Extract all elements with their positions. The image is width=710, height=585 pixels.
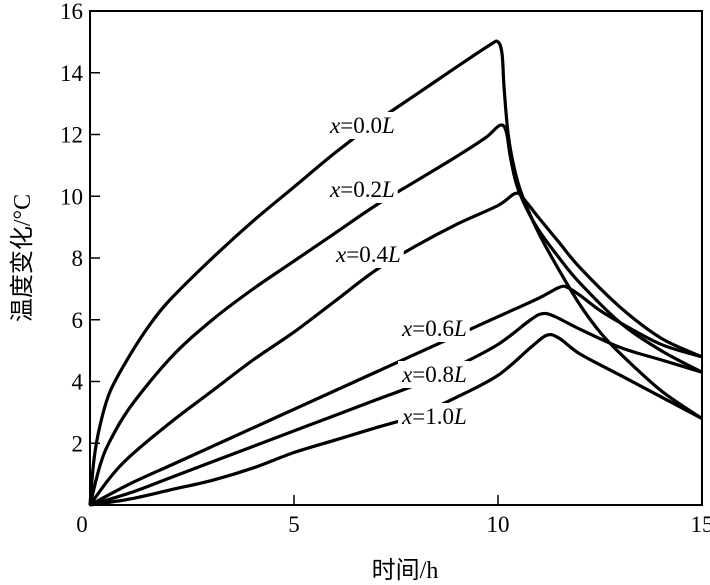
- y-tick-label: 8: [72, 246, 84, 271]
- x-axis-title: 时间/h: [372, 557, 439, 584]
- y-tick-label: 10: [60, 184, 83, 209]
- series-line-0: [88, 39, 703, 506]
- x-tick-label: 10: [487, 512, 510, 537]
- series-label-4: x=0.8L: [401, 362, 467, 387]
- y-tick-label: 6: [72, 308, 84, 333]
- series-line-4: [89, 311, 703, 507]
- label-gap: [326, 112, 398, 139]
- label-gap: [326, 176, 398, 203]
- label-gap: [398, 361, 470, 388]
- series-label-0: x=0.0L: [329, 113, 395, 138]
- series-layer: [88, 39, 703, 507]
- series-line-1: [88, 123, 703, 506]
- y-tick-label: 16: [60, 0, 83, 24]
- series-line-2: [88, 191, 703, 506]
- x-tick-label: 15: [691, 512, 710, 537]
- series-labels: x=0.0L x=0.2L x=0.4L x=0.6L x=0.8L x=1.0…: [326, 112, 470, 430]
- series-line-5: [89, 332, 703, 507]
- label-gap: [398, 315, 470, 342]
- y-tick-label: 12: [60, 123, 83, 148]
- x-tick-label: 5: [288, 512, 300, 537]
- axes: 0 5 10 15 2 4 6 8 10 12 14 16: [60, 0, 710, 537]
- series-label-3: x=0.6L: [401, 316, 467, 341]
- series-label-5: x=1.0L: [401, 404, 467, 429]
- series-label-1: x=0.2L: [329, 177, 395, 202]
- y-axis-title: 温度变化/°C: [9, 194, 36, 322]
- y-tick-label: 14: [60, 61, 84, 86]
- y-tick-label: 4: [72, 370, 84, 395]
- series-label-2: x=0.4L: [335, 242, 401, 267]
- x-tick-label: 0: [76, 512, 88, 537]
- label-gap: [398, 403, 470, 430]
- label-gap: [332, 241, 404, 268]
- y-tick-label: 2: [72, 431, 84, 456]
